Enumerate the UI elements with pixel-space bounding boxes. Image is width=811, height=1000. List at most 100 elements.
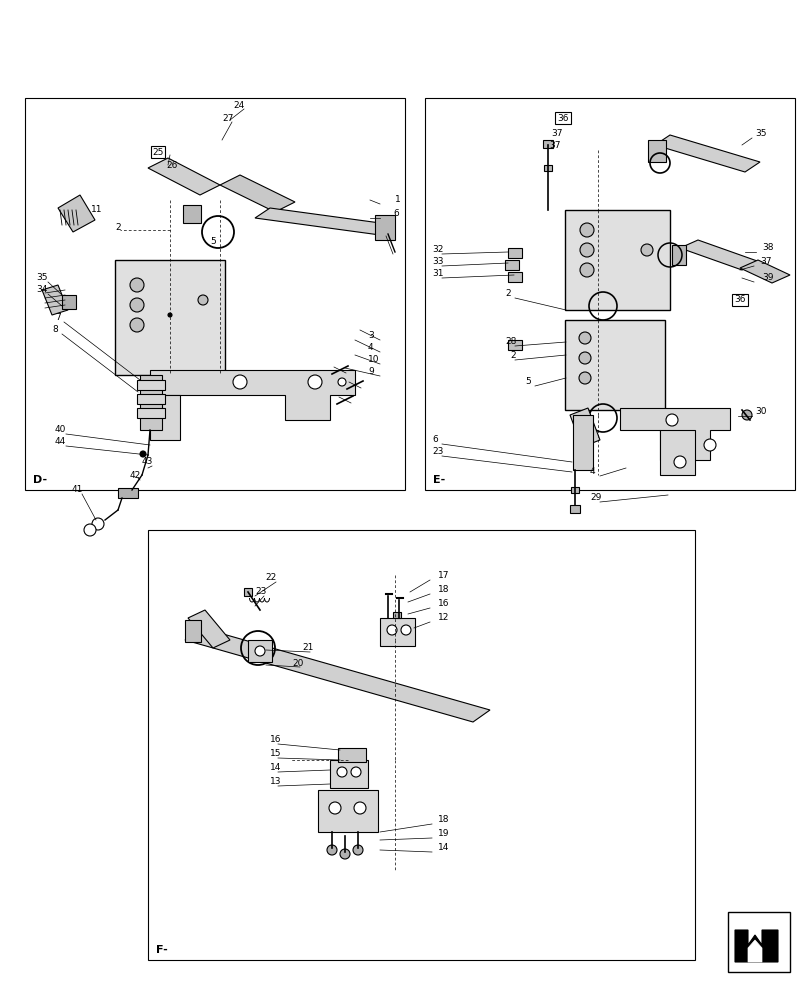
Text: F-: F- (156, 945, 168, 955)
Text: 16: 16 (437, 599, 449, 608)
Bar (573, 415, 592, 470)
Text: 27: 27 (221, 114, 233, 123)
Circle shape (579, 243, 594, 257)
Text: 4: 4 (367, 344, 373, 353)
Text: 34: 34 (36, 286, 47, 294)
Text: 26: 26 (165, 161, 177, 170)
Polygon shape (569, 408, 599, 447)
Polygon shape (679, 240, 759, 270)
Bar (564, 210, 669, 310)
Bar (564, 320, 664, 410)
Text: E-: E- (432, 475, 444, 485)
Text: 40: 40 (55, 426, 67, 434)
Text: 4: 4 (590, 468, 595, 477)
Bar (137, 408, 165, 418)
Text: 39: 39 (761, 273, 773, 282)
Bar (727, 912, 789, 972)
Bar (118, 488, 138, 498)
Bar (543, 140, 552, 148)
Text: 33: 33 (431, 257, 443, 266)
Text: 5: 5 (525, 377, 530, 386)
Text: 37: 37 (759, 257, 770, 266)
Circle shape (401, 625, 410, 635)
Circle shape (130, 298, 144, 312)
Bar (672, 245, 685, 265)
Bar (247, 640, 272, 662)
Circle shape (198, 295, 208, 305)
Polygon shape (659, 430, 694, 475)
Bar (570, 487, 578, 493)
Polygon shape (747, 940, 761, 962)
Bar (25, 98, 405, 490)
Text: 14: 14 (437, 843, 448, 852)
Text: 17: 17 (437, 572, 449, 580)
Polygon shape (255, 208, 394, 235)
Polygon shape (188, 610, 230, 648)
Text: 29: 29 (590, 493, 601, 502)
Circle shape (337, 767, 346, 777)
Circle shape (130, 278, 144, 292)
Text: 15: 15 (270, 750, 281, 758)
Text: 23: 23 (431, 448, 443, 456)
Circle shape (579, 223, 594, 237)
Bar (137, 394, 165, 404)
Circle shape (741, 410, 751, 420)
Bar (375, 215, 394, 240)
Text: 25: 25 (152, 148, 164, 157)
Bar (380, 618, 414, 646)
Bar (318, 790, 378, 832)
Circle shape (350, 767, 361, 777)
Bar (115, 260, 225, 375)
Polygon shape (620, 408, 729, 460)
Text: 6: 6 (431, 436, 437, 444)
Text: 37: 37 (551, 129, 562, 138)
Bar (243, 588, 251, 596)
Polygon shape (185, 628, 489, 722)
Text: 36: 36 (733, 296, 744, 304)
Circle shape (340, 849, 350, 859)
Text: 23: 23 (255, 587, 266, 596)
Circle shape (92, 518, 104, 530)
Text: 43: 43 (142, 458, 153, 466)
Bar (182, 205, 201, 223)
Polygon shape (150, 395, 180, 440)
Circle shape (307, 375, 322, 389)
Bar (62, 295, 76, 309)
Circle shape (353, 845, 363, 855)
Text: 35: 35 (36, 273, 47, 282)
Text: 9: 9 (367, 367, 373, 376)
Circle shape (337, 378, 345, 386)
Polygon shape (58, 195, 95, 232)
Polygon shape (220, 175, 294, 212)
Bar (393, 612, 401, 618)
Circle shape (327, 845, 337, 855)
Circle shape (139, 451, 146, 457)
Circle shape (578, 372, 590, 384)
Bar (543, 165, 551, 171)
Text: 36: 36 (556, 114, 568, 123)
Bar (424, 98, 794, 490)
Bar (569, 505, 579, 513)
Circle shape (578, 332, 590, 344)
Text: 38: 38 (761, 243, 773, 252)
Circle shape (255, 646, 264, 656)
Bar (137, 380, 165, 390)
Circle shape (640, 244, 652, 256)
Text: 2: 2 (509, 352, 515, 360)
Text: 7: 7 (55, 314, 61, 322)
Circle shape (168, 313, 172, 317)
Bar (647, 140, 665, 162)
Polygon shape (739, 260, 789, 283)
Text: 28: 28 (504, 338, 516, 347)
Bar (508, 272, 521, 282)
Text: 6: 6 (393, 210, 398, 219)
Text: 30: 30 (754, 408, 766, 416)
Polygon shape (654, 135, 759, 172)
Bar (185, 620, 201, 642)
Text: 16: 16 (270, 736, 281, 744)
Bar (148, 530, 694, 960)
Text: 37: 37 (548, 141, 560, 150)
Text: 13: 13 (270, 777, 281, 786)
Text: 11: 11 (91, 206, 102, 215)
Text: 32: 32 (431, 245, 443, 254)
